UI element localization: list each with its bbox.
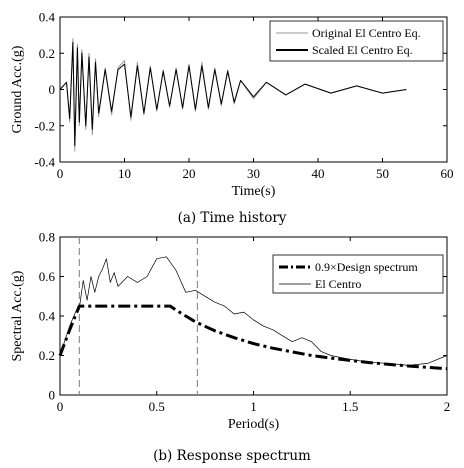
series-line-original [59,38,407,152]
series-line-el-centro [59,256,448,366]
time-history-legend [269,20,444,62]
time-history-y-tick-label: -0.4 [34,155,55,170]
spectrum-x-tick-label: 0 [57,399,64,414]
spectrum-legend [272,254,444,294]
spectrum-x-axis-label: Period(s) [228,417,280,432]
spectrum-y-tick-label: 0.6 [39,269,56,284]
series-line-scaled [59,41,407,147]
time-history-y-tick-label: 0.4 [39,10,56,25]
time-history-chart: 0 10 20 30 40 50 60 -0.4 -0.2 0 0.2 0.4 Time(s) Groun… [10,10,454,200]
time-history-x-tick-label: 10 [118,166,131,181]
spectrum-y-tick-label: 0.8 [39,230,55,245]
time-history-y-tick-label: -0.2 [34,118,55,133]
spectrum-x-tick-label: 1.5 [342,399,358,414]
time-history-x-tick-label: 30 [247,166,260,181]
time-history-y-axis-label: Ground Acc.(g) [10,45,25,133]
series-line-design-spectrum [58,304,448,371]
spectrum-x-tick-label: 1 [250,399,257,414]
time-history-x-tick-label: 20 [183,166,196,181]
caption-time-history: (a) Time history [178,210,287,226]
time-history-x-tick-label: 60 [441,166,454,181]
time-history-x-tick-label: 50 [376,166,389,181]
legend-label-el-centro: El Centro [315,277,361,291]
spectrum-y-tick-label: 0.4 [39,309,56,324]
time-history-x-tick-label: 40 [312,166,325,181]
time-history-y-tick-label: 0 [49,82,56,97]
spectrum-x-tick-label: 2 [444,399,451,414]
response-spectrum-chart: 0 0.5 1 1.5 2 0 0.2 0.4 0.6 0.8 Period(s) Spectral … [10,230,450,433]
spectrum-y-tick-label: 0.2 [39,348,55,363]
spectrum-y-axis-label: Spectral Acc.(g) [10,270,25,361]
legend-label-scaled: Scaled El Centro Eq. [312,43,413,57]
time-history-y-tick-label: 0.2 [39,46,55,61]
time-history-x-axis-label: Time(s) [232,184,276,199]
spectrum-y-tick-label: 0 [49,388,56,403]
time-history-x-tick-label: 0 [57,166,64,181]
spectrum-x-tick-label: 0.5 [149,399,165,414]
legend-label-design-spectrum: 0.9×Design spectrum [315,260,418,274]
legend-label-original: Original El Centro Eq. [312,26,421,40]
caption-response-spectrum: (b) Response spectrum [153,448,311,464]
